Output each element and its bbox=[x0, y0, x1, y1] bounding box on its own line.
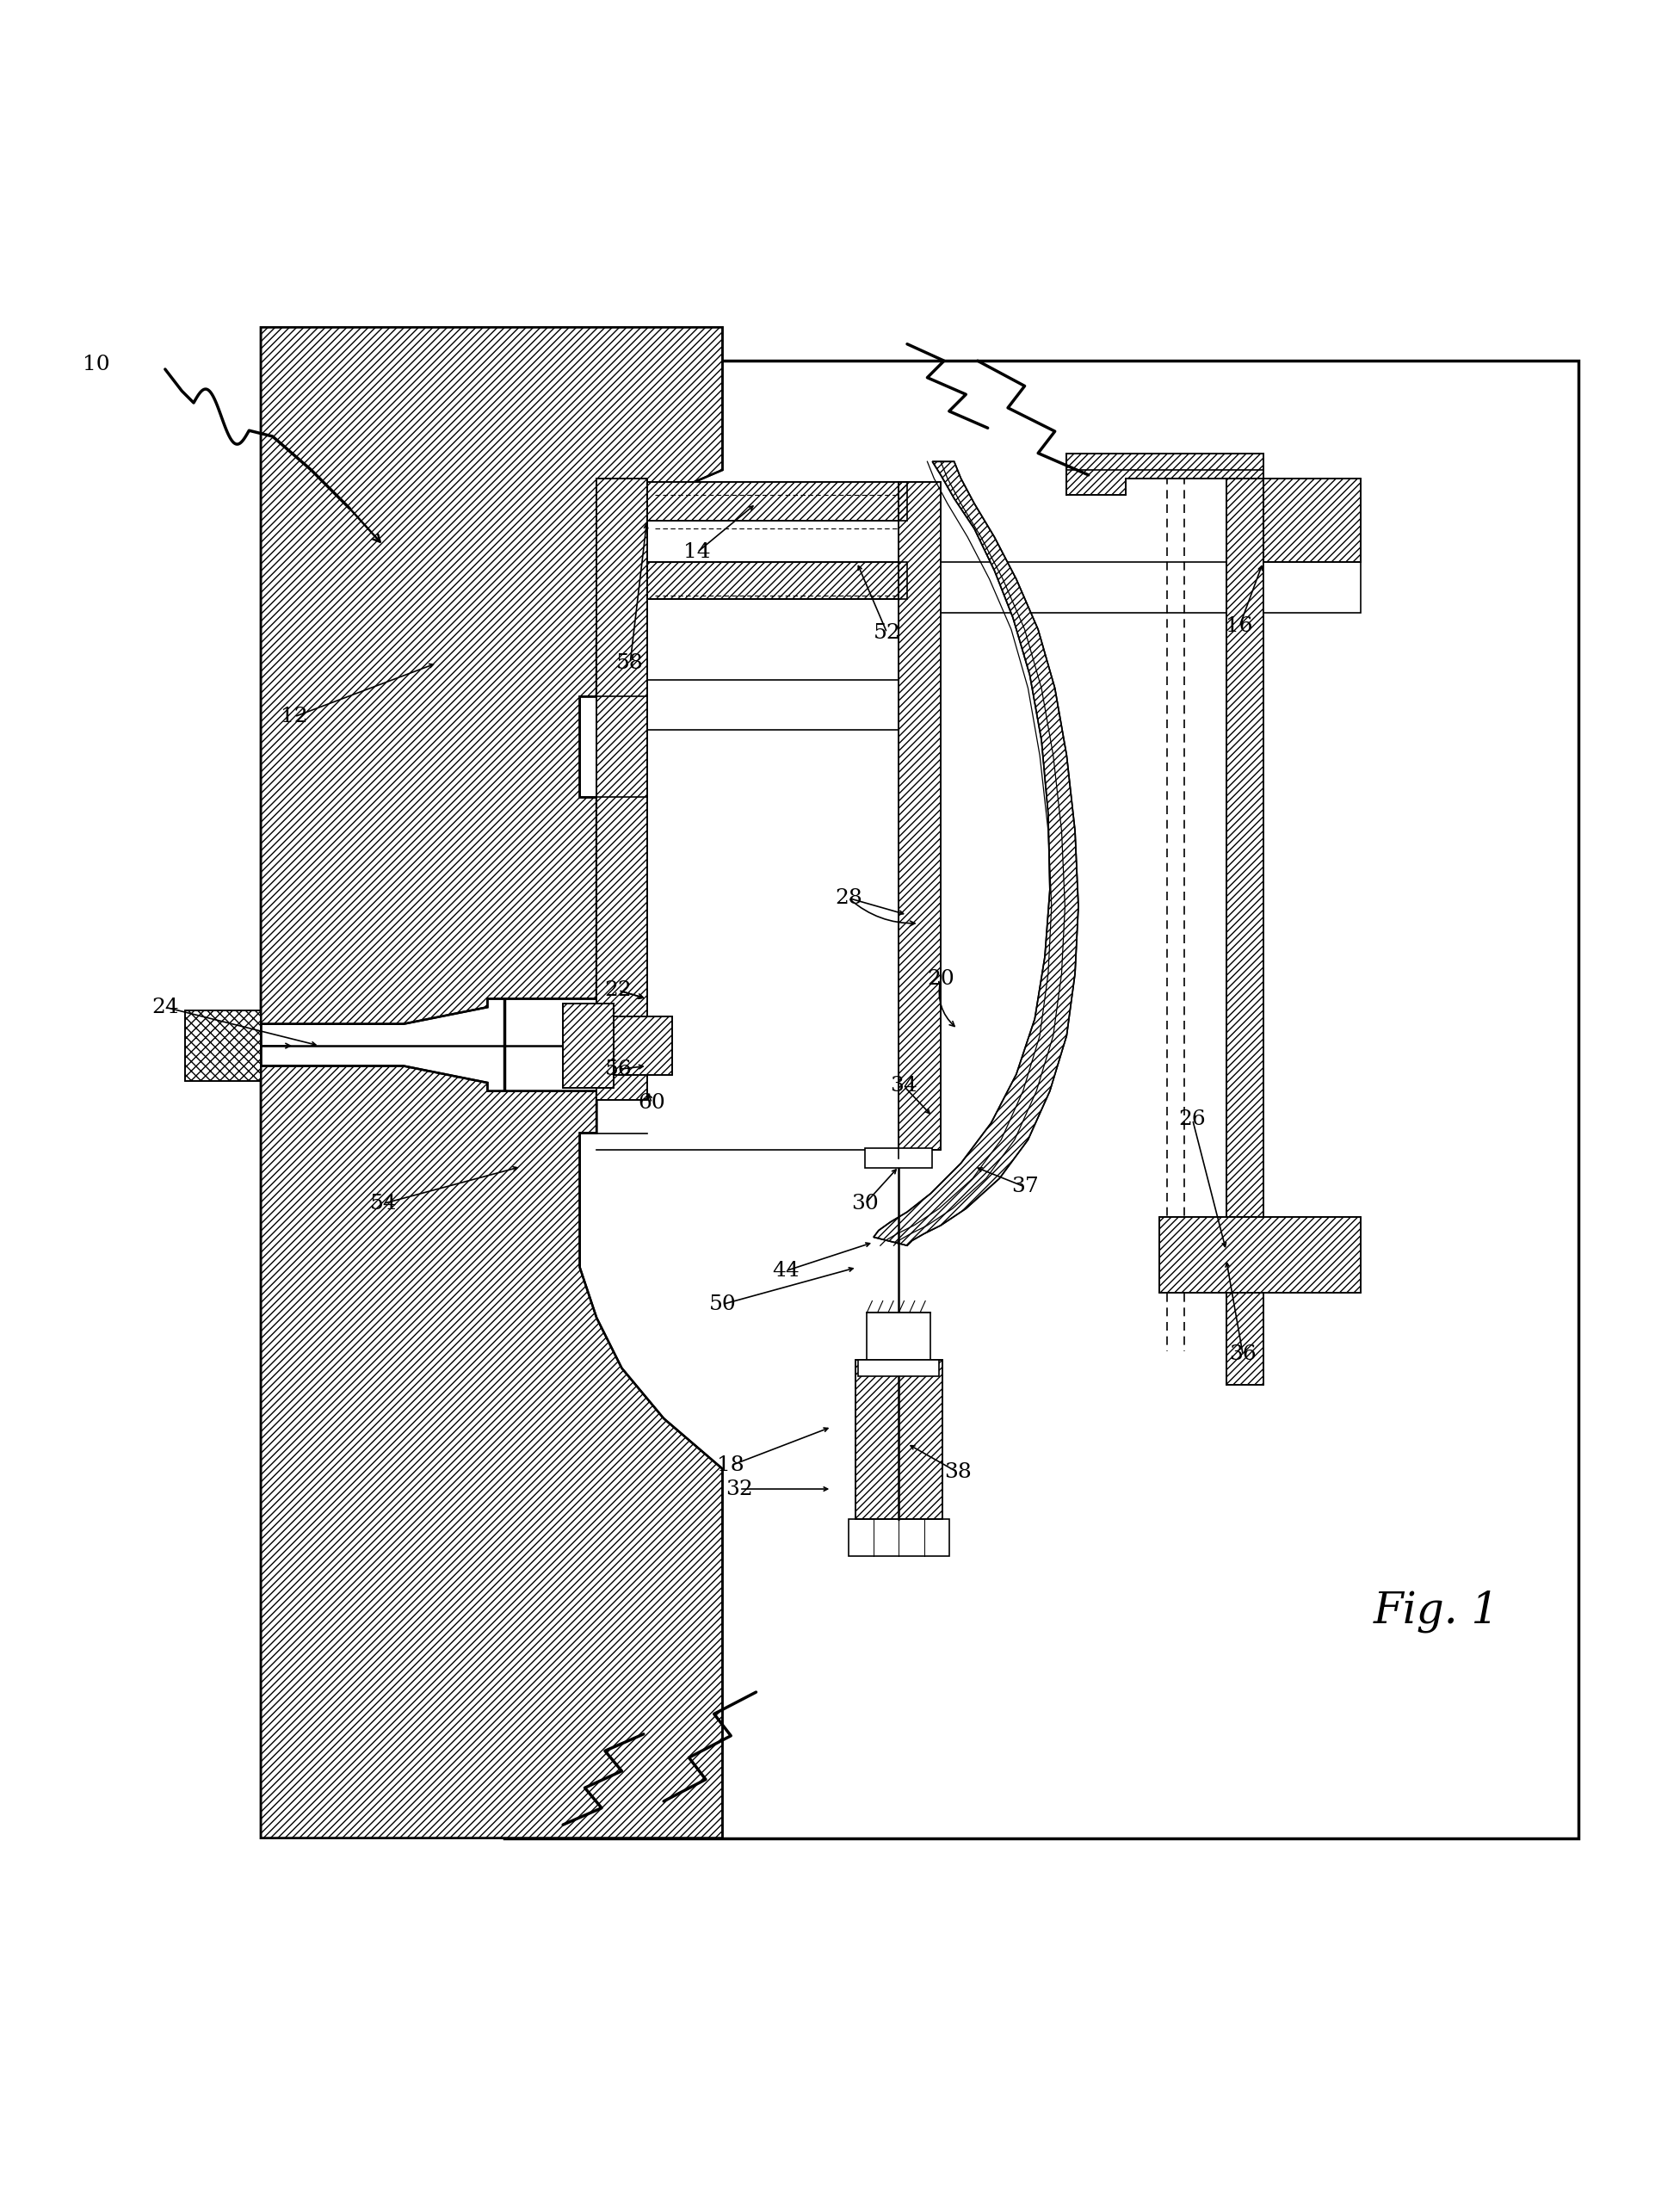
Polygon shape bbox=[1226, 453, 1263, 1385]
Text: 22: 22 bbox=[605, 981, 632, 1001]
Text: 36: 36 bbox=[1230, 1346, 1257, 1366]
Text: Fig. 1: Fig. 1 bbox=[1373, 1590, 1499, 1634]
Bar bbox=[613, 1016, 672, 1075]
Text: 16: 16 bbox=[1226, 616, 1253, 636]
Text: 38: 38 bbox=[944, 1462, 971, 1482]
Bar bbox=[185, 1012, 260, 1082]
Bar bbox=[613, 1016, 672, 1075]
Polygon shape bbox=[647, 482, 907, 521]
Bar bbox=[855, 1359, 942, 1520]
Text: 52: 52 bbox=[874, 622, 900, 642]
Text: 10: 10 bbox=[82, 354, 109, 374]
Text: 14: 14 bbox=[684, 543, 711, 563]
Text: 26: 26 bbox=[1179, 1110, 1206, 1130]
Polygon shape bbox=[1263, 479, 1361, 563]
Bar bbox=[185, 1012, 260, 1082]
Text: 54: 54 bbox=[370, 1194, 396, 1214]
Polygon shape bbox=[874, 462, 1079, 1245]
Polygon shape bbox=[596, 479, 647, 1100]
Bar bbox=[855, 1359, 942, 1520]
Polygon shape bbox=[1067, 453, 1263, 495]
Polygon shape bbox=[1159, 1216, 1361, 1293]
Bar bbox=[1263, 563, 1361, 614]
Text: 34: 34 bbox=[890, 1075, 917, 1095]
Text: 24: 24 bbox=[151, 998, 178, 1018]
Bar bbox=[848, 1520, 949, 1557]
Polygon shape bbox=[260, 328, 722, 1838]
Text: 20: 20 bbox=[927, 970, 954, 990]
Text: 30: 30 bbox=[852, 1194, 879, 1214]
Bar bbox=[563, 1003, 613, 1089]
Text: 50: 50 bbox=[709, 1295, 736, 1315]
Text: 32: 32 bbox=[726, 1480, 753, 1500]
Polygon shape bbox=[899, 482, 941, 1150]
Polygon shape bbox=[647, 563, 907, 598]
Text: 18: 18 bbox=[717, 1456, 744, 1476]
Bar bbox=[867, 1313, 931, 1359]
Bar bbox=[504, 361, 1579, 1838]
Text: 60: 60 bbox=[638, 1093, 665, 1113]
Text: 44: 44 bbox=[773, 1260, 800, 1280]
Bar bbox=[563, 1003, 613, 1089]
Bar bbox=[858, 1359, 939, 1377]
Text: 37: 37 bbox=[1011, 1176, 1038, 1196]
Bar bbox=[865, 1148, 932, 1168]
Text: 56: 56 bbox=[605, 1060, 632, 1080]
Text: 28: 28 bbox=[835, 888, 862, 908]
Text: 58: 58 bbox=[617, 653, 643, 673]
Text: 12: 12 bbox=[281, 706, 307, 726]
